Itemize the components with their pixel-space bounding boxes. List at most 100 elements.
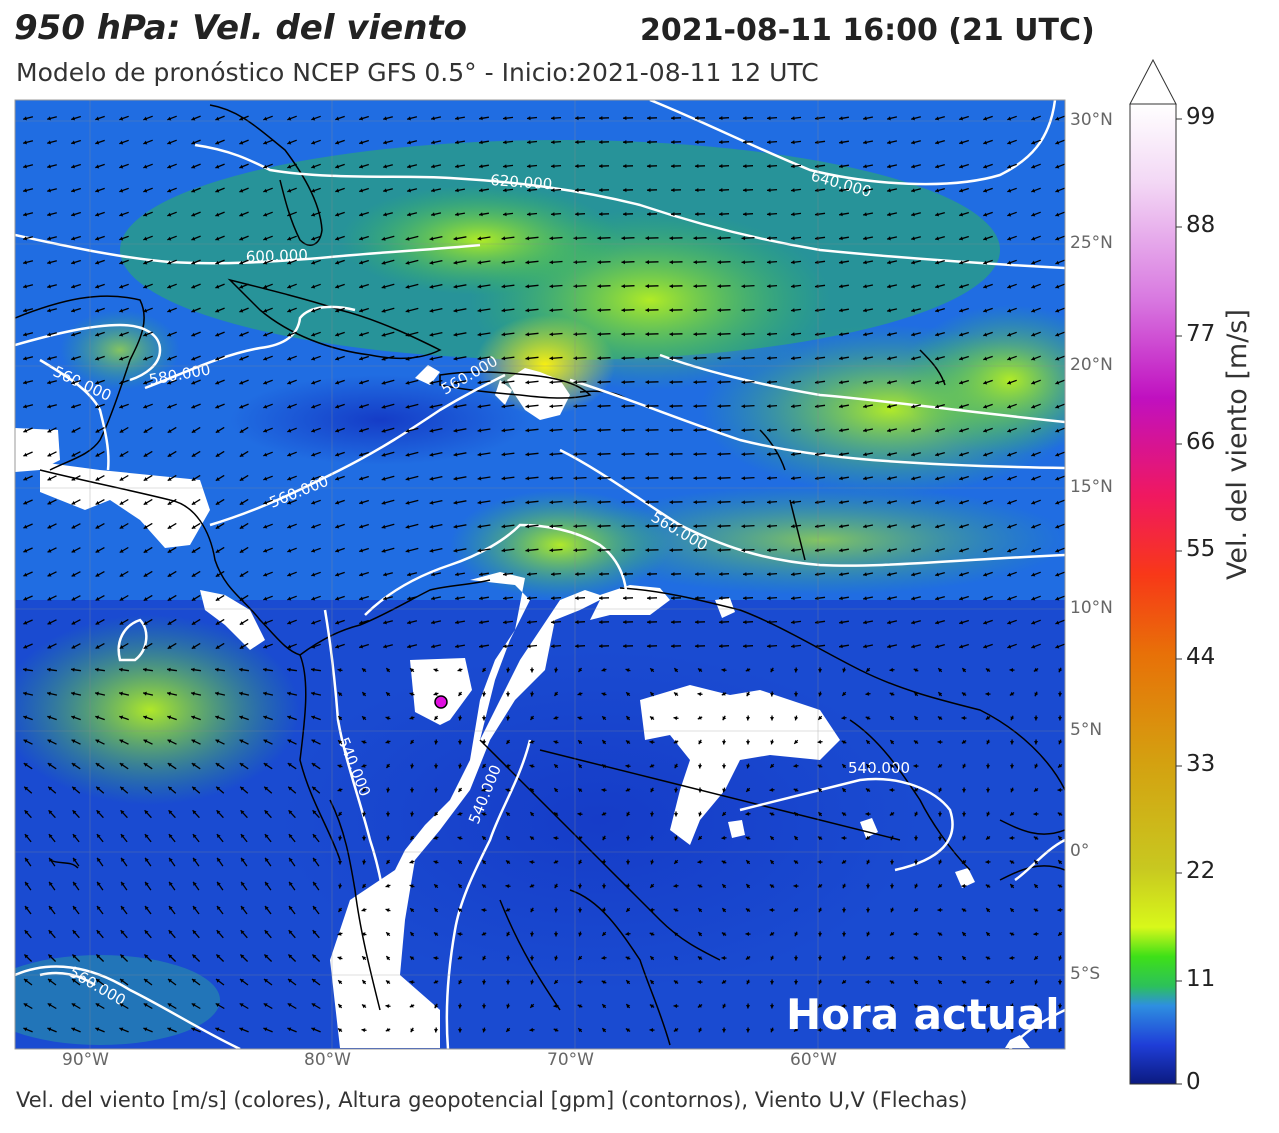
wind-arrow-head: [674, 692, 678, 697]
wind-arrow-head: [985, 692, 989, 697]
wind-arrow-head: [73, 881, 77, 886]
wind-arrow-head: [335, 644, 340, 649]
wind-arrow-head: [549, 452, 554, 457]
wind-arrow-head: [191, 691, 195, 696]
wind-arrow-head: [746, 980, 751, 985]
wind-arrow-head: [1055, 236, 1060, 241]
wind-arrow-head: [263, 1027, 268, 1032]
wind-arrow-head: [529, 1027, 534, 1032]
wind-arrow-head: [1058, 1028, 1063, 1033]
wind-arrow-head: [717, 548, 721, 553]
wind-arrow-head: [1055, 284, 1060, 289]
wind-arrow-head: [119, 739, 124, 744]
wind-arrow-head: [335, 308, 340, 313]
wind-arrow-head: [453, 452, 458, 457]
wind-arrow-head: [143, 549, 148, 553]
wind-arrow-head: [601, 980, 606, 985]
wind-arrow-head: [818, 1003, 822, 1008]
wind-arrow-head: [289, 857, 293, 862]
wind-arrow-head: [863, 140, 867, 145]
wind-arrow-head: [669, 524, 673, 529]
wind-arrow-head: [71, 644, 76, 649]
wind-arrow-head: [1009, 668, 1013, 673]
wind-arrow-head: [429, 500, 434, 505]
wind-arrow-head: [841, 715, 846, 720]
wind-arrow-head: [913, 1028, 918, 1033]
wind-arrow-head: [1031, 260, 1036, 265]
wind-arrow-head: [410, 1028, 415, 1033]
wind-arrow-head: [47, 236, 51, 241]
wind-arrow-head: [49, 857, 53, 862]
wind-arrow-head: [721, 835, 726, 840]
wind-arrow-head: [71, 140, 76, 145]
wind-arrow-head: [839, 236, 843, 241]
wind-arrow-head: [167, 260, 172, 265]
wind-arrow-head: [914, 812, 919, 817]
wind-arrow-head: [239, 429, 244, 433]
wind-arrow-head: [1031, 212, 1036, 217]
current-location-marker: [434, 695, 448, 709]
wind-arrow-head: [935, 380, 940, 385]
wind-arrow-head: [429, 524, 434, 529]
wind-arrow-head: [482, 764, 487, 768]
wind-arrow-head: [674, 956, 679, 961]
wind-arrow-head: [72, 930, 77, 935]
wind-arrow-head: [746, 764, 751, 769]
wind-arrow-head: [72, 979, 76, 983]
wind-arrow-head: [841, 836, 845, 841]
wind-arrow-head: [23, 212, 27, 217]
wind-arrow-head: [479, 572, 483, 577]
wind-arrow-head: [287, 596, 292, 601]
wind-arrow-head: [911, 644, 915, 649]
wind-arrow-head: [335, 620, 340, 625]
wind-arrow-head: [1031, 452, 1036, 457]
wind-arrow-head: [818, 957, 823, 961]
wind-arrow-head: [575, 572, 579, 577]
wind-arrow-head: [841, 740, 846, 745]
wind-arrow-head: [1034, 955, 1039, 960]
wind-arrow-head: [407, 596, 411, 601]
wind-arrow-head: [865, 979, 869, 984]
wind-arrow-head: [621, 284, 625, 289]
wind-arrow-head: [767, 260, 771, 265]
wind-arrow-head: [477, 500, 482, 505]
wind-arrow-head: [697, 789, 703, 793]
wind-arrow-head: [405, 260, 410, 265]
wind-arrow-head: [549, 548, 554, 553]
wind-arrow-head: [1007, 404, 1012, 409]
wind-arrow-head: [407, 164, 411, 169]
wind-arrow-head: [937, 907, 941, 912]
wind-arrow-head: [359, 164, 364, 169]
wind-arrow-head: [431, 188, 435, 193]
wind-arrow-head: [697, 859, 702, 864]
wind-arrow-head: [287, 332, 292, 337]
wind-arrow-head: [311, 140, 316, 145]
wind-arrow-head: [312, 834, 317, 838]
wind-arrow-head: [192, 954, 197, 959]
wind-arrow-head: [671, 164, 675, 169]
wind-arrow-head: [599, 596, 603, 601]
wind-arrow-head: [95, 212, 100, 217]
wind-arrow-head: [1007, 572, 1012, 577]
wind-arrow-head: [338, 716, 343, 720]
wind-arrow-head: [601, 667, 606, 672]
wind-arrow-head: [501, 524, 506, 529]
wind-arrow-head: [95, 620, 100, 625]
wind-arrow-head: [215, 140, 220, 145]
wind-arrow-head: [935, 236, 940, 241]
wind-arrow-head: [794, 836, 799, 841]
wind-arrow-head: [434, 908, 439, 912]
wind-arrow-head: [767, 380, 771, 385]
wind-arrow-head: [794, 668, 799, 673]
wind-arrow-head: [457, 811, 462, 816]
wind-arrow-head: [887, 356, 891, 361]
wind-arrow-head: [337, 668, 342, 673]
wind-arrow-head: [1010, 765, 1015, 769]
wind-arrow-head: [863, 116, 867, 121]
wind-arrow-head: [359, 404, 364, 409]
wind-arrow-head: [863, 308, 867, 313]
contour-label: 620.000: [490, 171, 553, 193]
wind-arrow-head: [119, 332, 124, 337]
wind-arrow-head: [650, 716, 654, 721]
wind-arrow-head: [841, 859, 846, 864]
